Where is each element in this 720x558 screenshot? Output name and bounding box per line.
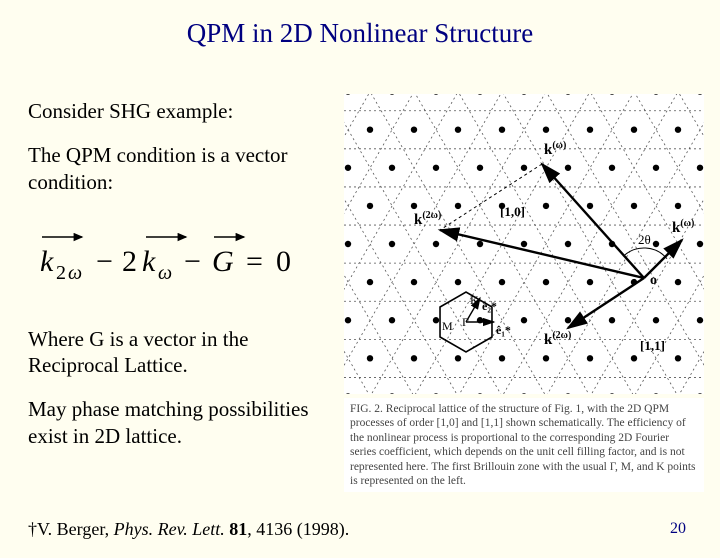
svg-text:ê₂*: ê₂* <box>482 299 497 313</box>
svg-text:k: k <box>142 245 156 278</box>
paragraph-1: Consider SHG example: <box>28 98 338 124</box>
svg-text:k(ω): k(ω) <box>544 140 566 158</box>
svg-text:ω: ω <box>68 262 82 284</box>
svg-text:[1,1]: [1,1] <box>640 338 665 353</box>
svg-text:2θ: 2θ <box>638 232 651 247</box>
page-number: 20 <box>670 520 686 538</box>
svg-text:−: − <box>184 245 201 278</box>
svg-text:k(2ω): k(2ω) <box>544 330 571 348</box>
svg-text:=: = <box>246 245 263 278</box>
svg-text:o: o <box>650 273 657 288</box>
citation: †V. Berger, Phys. Rev. Lett. 81, 4136 (1… <box>28 519 349 540</box>
svg-text:[1,0]: [1,0] <box>500 204 525 219</box>
citation-volume: 81 <box>229 519 247 539</box>
svg-text:2: 2 <box>122 245 137 278</box>
citation-author: V. Berger, <box>37 519 114 539</box>
citation-journal: Phys. Rev. Lett. <box>114 519 225 539</box>
reciprocal-lattice-figure: ΓMKê₁*ê₂* o2θ k(ω)k(2ω)k(ω)k(2ω)[1,0][1,… <box>344 94 704 394</box>
svg-text:k: k <box>40 245 54 278</box>
svg-text:M: M <box>442 319 453 333</box>
svg-text:2: 2 <box>56 262 66 284</box>
page-title: QPM in 2D Nonlinear Structure <box>0 18 720 49</box>
svg-text:−: − <box>96 245 113 278</box>
svg-text:G: G <box>212 245 234 278</box>
paragraph-3: Where G is a vector in the Reciprocal La… <box>28 326 338 379</box>
citation-dagger: † <box>28 519 37 539</box>
left-column: Consider SHG example: The QPM condition … <box>28 98 338 467</box>
svg-text:0: 0 <box>276 245 291 278</box>
svg-text:k(ω): k(ω) <box>672 218 694 236</box>
qpm-equation: k 2 ω − 2 k ω − G = 0 <box>34 223 338 298</box>
citation-rest: , 4136 (1998). <box>247 519 349 539</box>
paragraph-2: The QPM condition is a vector condition: <box>28 142 338 195</box>
svg-text:k(2ω): k(2ω) <box>414 210 441 228</box>
figure-caption: FIG. 2. Reciprocal lattice of the struct… <box>344 398 704 492</box>
svg-text:ê₁*: ê₁* <box>496 323 511 337</box>
svg-text:K: K <box>470 293 479 307</box>
svg-text:ω: ω <box>158 262 172 284</box>
paragraph-4: May phase matching possibilities exist i… <box>28 396 338 449</box>
